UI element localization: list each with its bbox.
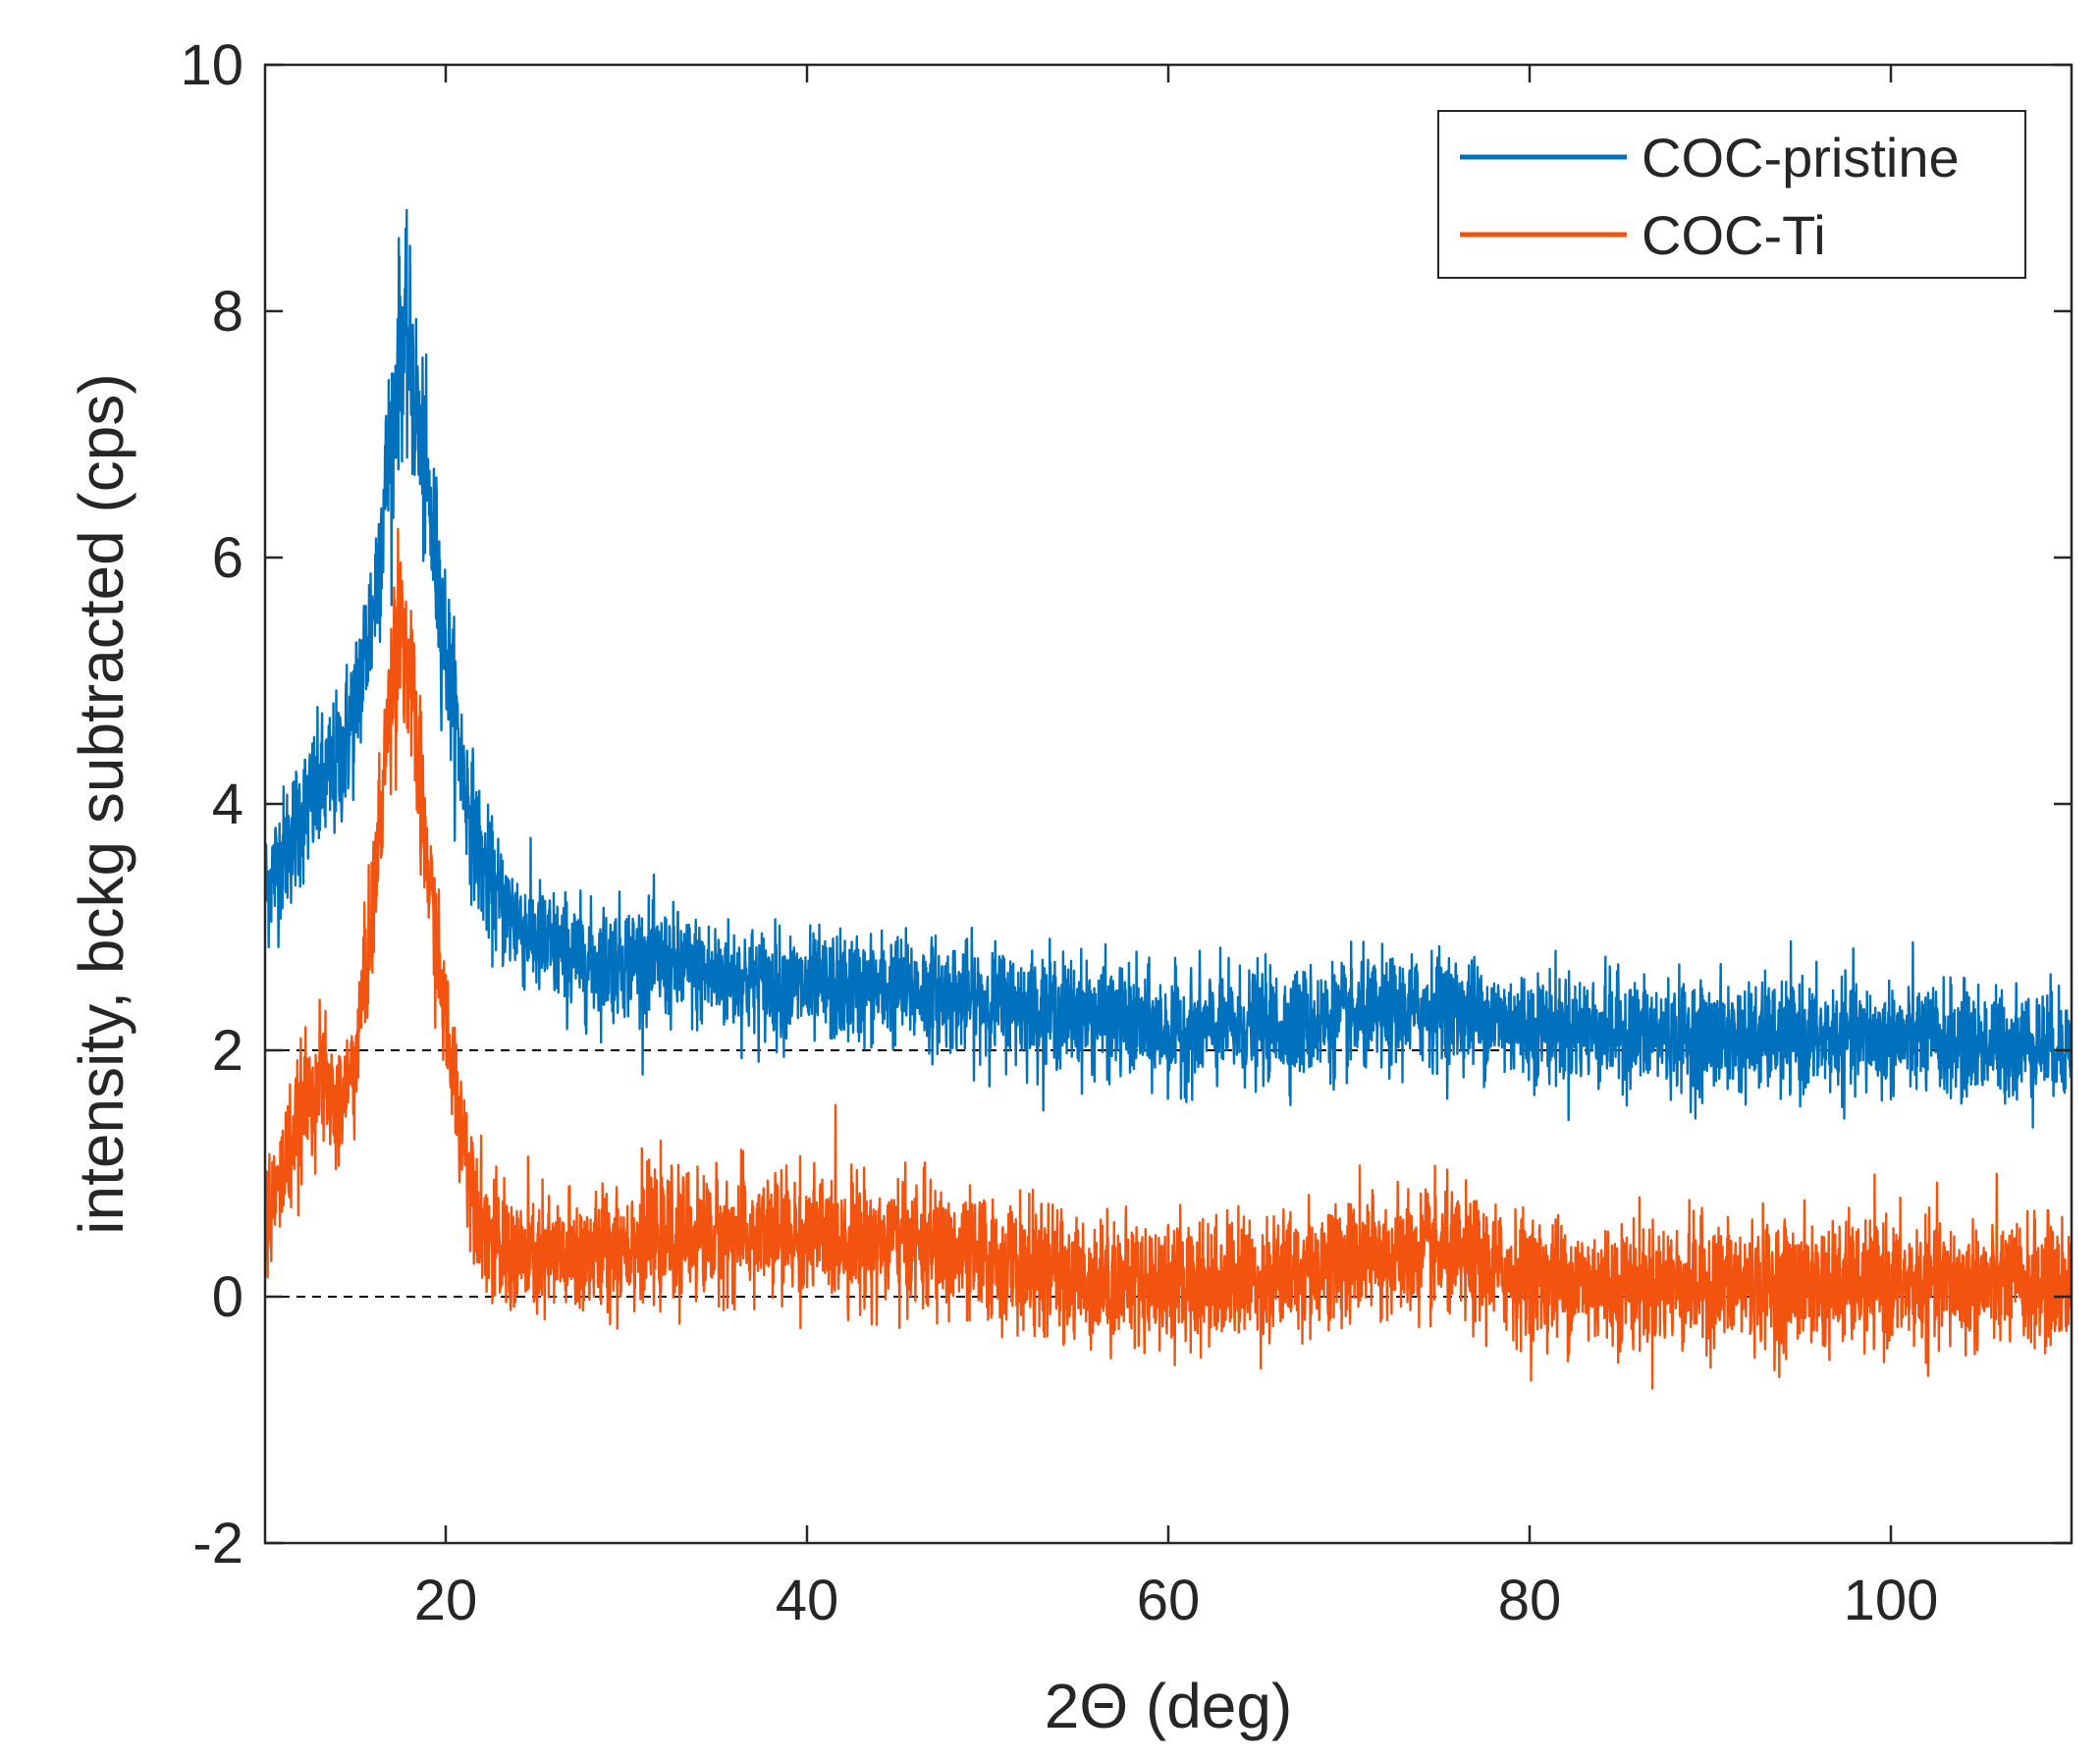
- legend: COC-pristine COC-Ti: [1437, 110, 2026, 279]
- y-tick-label: -2: [192, 1512, 243, 1575]
- y-tick-label: 0: [212, 1265, 243, 1329]
- series-layer: [263, 208, 2073, 1390]
- x-tick-label: 40: [776, 1569, 839, 1632]
- y-tick-label: 6: [212, 526, 243, 590]
- x-axis: 20 40 60 80 100: [414, 65, 1939, 1632]
- x-tick-label: 100: [1844, 1569, 1939, 1632]
- x-axis-title: 2Θ (deg): [1045, 1671, 1293, 1741]
- y-tick-label: 2: [212, 1019, 243, 1083]
- legend-label-coc-pristine: COC-pristine: [1642, 127, 1960, 188]
- series-line-coc-ti: [263, 527, 2073, 1390]
- x-tick-label: 20: [414, 1569, 478, 1632]
- legend-label-coc-ti: COC-Ti: [1642, 204, 1826, 266]
- y-tick-label: 10: [180, 33, 243, 97]
- series-line-coc-pristine: [263, 208, 2073, 1129]
- y-axis-title: intensity, bckg subtracted (cps): [66, 373, 136, 1234]
- y-tick-label: 4: [212, 773, 243, 836]
- x-tick-label: 80: [1498, 1569, 1562, 1632]
- x-tick-label: 60: [1137, 1569, 1201, 1632]
- y-axis: -2 0 2 4 6 8 10: [180, 33, 2072, 1575]
- legend-box: [1437, 110, 2026, 279]
- y-tick-label: 8: [212, 280, 243, 344]
